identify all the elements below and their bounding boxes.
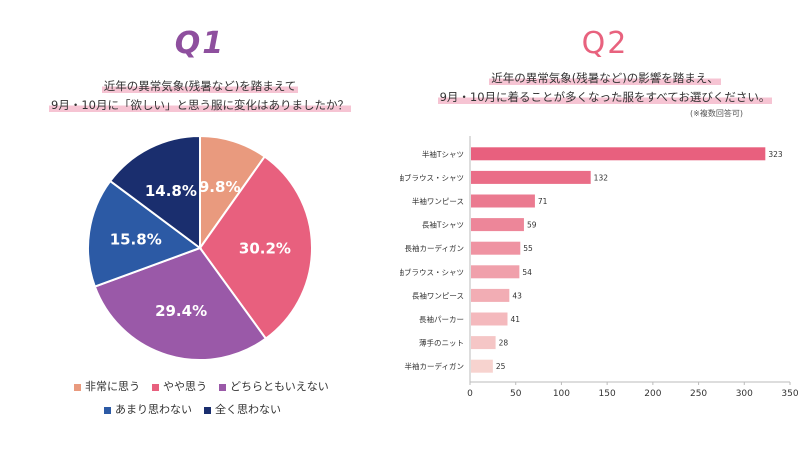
bar-value-label: 54 — [522, 268, 532, 277]
x-tick-label: 300 — [736, 389, 753, 399]
bar-value-label: 25 — [496, 362, 506, 371]
bar-category-label: 長袖カーディガン — [405, 243, 464, 253]
bar-value-label: 55 — [523, 244, 533, 253]
legend-label: 非常に思う — [85, 380, 140, 393]
legend-swatch — [219, 383, 226, 391]
q2-question-line2: 9月・10月に着ることが多くなった服をすべてお選びください。 — [437, 90, 773, 104]
bar — [471, 265, 520, 279]
bar-category-label: 長袖パーカー — [419, 314, 464, 324]
bar-value-label: 41 — [510, 315, 520, 324]
bar-value-label: 71 — [538, 197, 548, 206]
pie-slice-label: 15.8% — [110, 231, 162, 249]
bar-category-label: 長袖ブラウス・シャツ — [400, 267, 464, 277]
legend-item: やや思う — [152, 378, 207, 394]
q1-pie-chart: 9.8% 30.2% 29.4% 15.8% 14.8% — [87, 134, 313, 361]
legend-label: どちらともいえない — [230, 380, 329, 393]
q2-bar-chart: 半袖Tシャツ 323 半袖ブラウス・シャツ 132 半袖ワンピース 71 長袖Tシャツ 59 長… — [400, 136, 799, 399]
bar-value-label: 323 — [768, 150, 783, 159]
bar-category-label: 半袖ワンピース — [412, 196, 464, 206]
bar — [471, 336, 496, 350]
q1-title: Q1 — [174, 26, 226, 61]
pie-slice-label: 30.2% — [239, 240, 291, 258]
pie-slice — [87, 179, 203, 288]
bar — [471, 194, 535, 208]
bar-value-label: 132 — [594, 173, 609, 182]
bar-category-label: 薄手のニット — [419, 338, 464, 348]
pie-slice-label: 9.8% — [199, 178, 241, 196]
legend-swatch — [74, 383, 81, 391]
bar-category-label: 長袖Tシャツ — [422, 220, 464, 230]
legend-label: やや思う — [163, 380, 207, 393]
bar — [471, 170, 591, 184]
bar-category-label: 長袖ワンピース — [412, 290, 464, 300]
x-tick-label: 100 — [553, 389, 570, 399]
legend-label: あまり思わない — [115, 403, 192, 416]
bar-value-label: 28 — [499, 339, 509, 348]
x-tick-label: 0 — [467, 389, 473, 399]
legend-swatch — [152, 383, 159, 391]
bar-category-label: 半袖ブラウス・シャツ — [400, 172, 464, 182]
q2-note: (※複数回答可) — [690, 109, 743, 118]
pie-slice — [198, 155, 313, 341]
bar — [471, 147, 766, 161]
x-tick-label: 150 — [599, 389, 616, 399]
pie-slice — [93, 246, 268, 361]
q1-question-line1: 近年の異常気象(残暑など)を踏まえて — [101, 79, 299, 93]
q2-question-line1: 近年の異常気象(残暑など)の影響を踏まえ、 — [489, 71, 721, 85]
legend-item: あまり思わない — [104, 401, 192, 417]
legend-label: 全く思わない — [215, 403, 281, 416]
legend-item: どちらともいえない — [219, 378, 329, 394]
bar — [471, 288, 510, 302]
pie-slice-label: 14.8% — [145, 182, 197, 200]
bar — [471, 312, 508, 326]
legend-swatch — [104, 406, 111, 414]
legend-item: 非常に思う — [74, 378, 140, 394]
q1-question-line2: 9月・10月に「欲しい」と思う服に変化はありましたか？ — [49, 98, 351, 112]
x-tick-label: 250 — [690, 389, 707, 399]
bar-value-label: 59 — [527, 221, 537, 230]
bar-category-label: 半袖Tシャツ — [422, 149, 464, 159]
x-tick-label: 200 — [644, 389, 661, 399]
bar — [471, 241, 521, 255]
q1-legend-row2: あまり思わない 全く思わない — [104, 401, 293, 417]
pie-slice — [108, 134, 201, 250]
x-tick-label: 50 — [510, 389, 522, 399]
x-tick-label: 350 — [781, 389, 798, 399]
bar — [471, 218, 524, 232]
bar-value-label: 43 — [512, 291, 522, 300]
q1-legend-row1: 非常に思う やや思う どちらともいえない — [74, 378, 341, 394]
legend-swatch — [204, 406, 211, 414]
pie-slice-label: 29.4% — [155, 302, 207, 320]
legend-item: 全く思わない — [204, 401, 281, 417]
bar — [471, 359, 493, 373]
q2-title: Q2 — [581, 26, 629, 61]
bar-category-label: 半袖カーディガン — [405, 361, 464, 371]
